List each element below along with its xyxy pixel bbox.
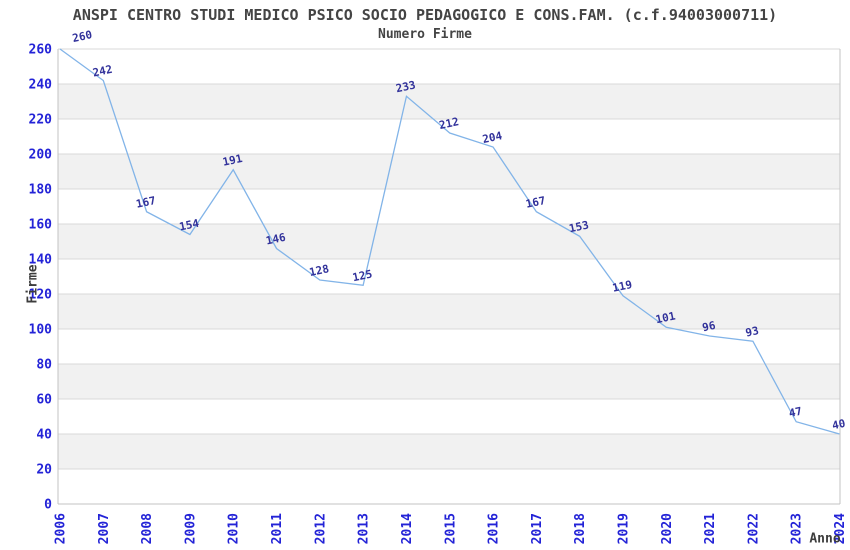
plot-band: [58, 224, 840, 259]
data-label: 154: [178, 217, 201, 234]
x-tick-label: 2022: [746, 513, 761, 544]
plot-band: [58, 154, 840, 189]
y-tick-label: 80: [36, 358, 52, 373]
data-label: 153: [568, 218, 590, 235]
data-label: 233: [395, 78, 417, 95]
x-tick-label: 2021: [703, 513, 718, 544]
x-tick-label: 2023: [790, 513, 805, 544]
data-line: [59, 48, 840, 435]
data-label: 101: [654, 309, 677, 326]
plot-band: [58, 364, 840, 399]
plot-band: [58, 84, 840, 119]
data-label: 212: [438, 115, 460, 132]
y-tick-label: 60: [36, 393, 52, 408]
data-label: 242: [92, 63, 114, 80]
y-tick-label: 20: [36, 463, 52, 478]
y-tick-label: 160: [29, 218, 53, 233]
y-tick-label: 200: [29, 148, 53, 163]
x-tick-label: 2018: [573, 513, 588, 544]
data-label: 47: [788, 405, 804, 420]
data-label: 167: [525, 194, 547, 211]
data-label: 204: [481, 129, 504, 146]
x-tick-label: 2006: [54, 513, 69, 544]
x-tick-label: 2020: [660, 513, 675, 544]
x-tick-label: 2017: [530, 513, 545, 544]
x-tick-label: 2015: [443, 513, 458, 544]
y-tick-label: 260: [29, 43, 53, 58]
x-tick-label: 2011: [270, 513, 285, 544]
y-tick-label: 40: [36, 428, 52, 443]
data-label: 96: [701, 319, 717, 335]
x-tick-label: 2012: [313, 513, 328, 544]
x-tick-label: 2008: [140, 513, 155, 544]
plot-band: [58, 294, 840, 329]
x-tick-label: 2014: [400, 513, 415, 544]
y-tick-label: 120: [29, 288, 53, 303]
data-label: 40: [831, 417, 847, 432]
data-label: 167: [135, 194, 157, 211]
x-tick-label: 2007: [97, 513, 112, 544]
x-tick-label: 2019: [616, 513, 631, 544]
x-tick-label: 2016: [487, 513, 502, 544]
data-label: 146: [265, 231, 288, 248]
y-tick-label: 240: [29, 78, 53, 93]
y-tick-label: 100: [29, 323, 53, 338]
y-tick-label: 140: [29, 253, 53, 268]
x-tick-label: 2024: [833, 513, 848, 544]
data-label: 191: [221, 152, 244, 169]
data-label: 128: [308, 262, 330, 279]
data-label: 93: [744, 324, 760, 339]
y-tick-label: 0: [44, 498, 52, 513]
y-tick-label: 180: [29, 183, 53, 198]
data-label: 260: [71, 28, 93, 45]
y-axis-title: Firme: [25, 264, 41, 304]
plot-band: [58, 434, 840, 469]
chart-subtitle: Numero Firme: [378, 27, 472, 42]
chart-title: ANSPI CENTRO STUDI MEDICO PSICO SOCIO PE…: [72, 6, 778, 24]
x-tick-label: 2009: [183, 513, 198, 544]
data-label: 125: [351, 267, 373, 284]
x-tick-label: 2010: [227, 513, 242, 544]
x-axis-title: Anno: [809, 531, 841, 547]
x-tick-label: 2013: [357, 513, 372, 544]
data-label: 119: [611, 278, 633, 295]
y-tick-label: 220: [29, 113, 53, 128]
